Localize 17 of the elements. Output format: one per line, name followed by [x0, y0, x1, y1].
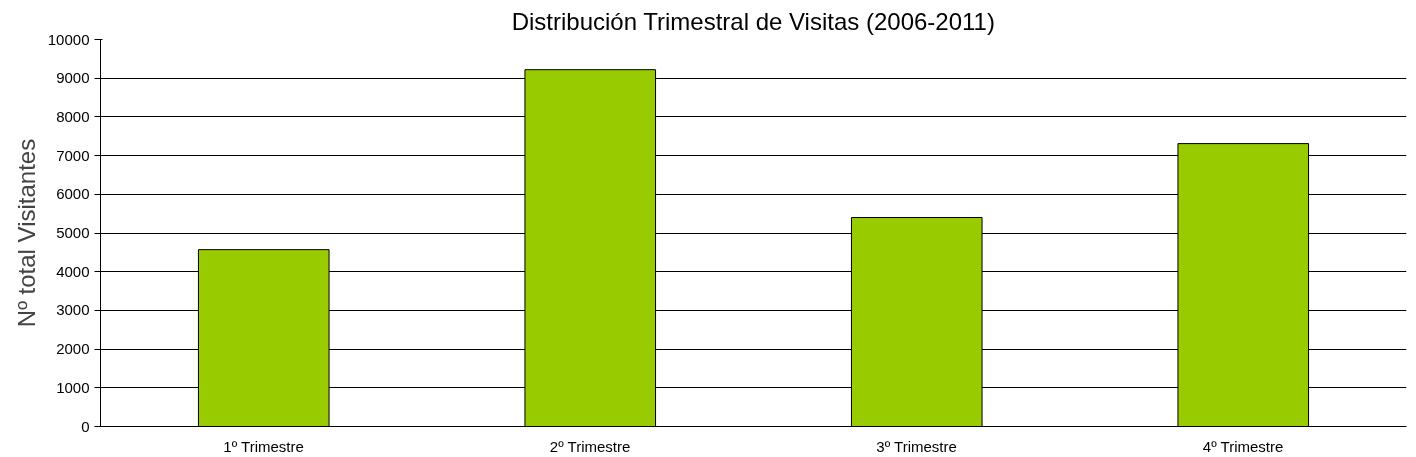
- y-tick-label: 0: [81, 417, 90, 435]
- x-tick-label: 4º Trimestre: [1202, 437, 1284, 455]
- y-tick-label: 4000: [56, 262, 90, 280]
- y-tick-label: 3000: [56, 301, 90, 319]
- y-tick-label: 7000: [56, 146, 90, 164]
- x-tick-label: 1º Trimestre: [223, 437, 304, 455]
- chart-title: Distribución Trimestral de Visitas (2006-2011): [511, 7, 995, 35]
- y-tick-label: 2000: [56, 340, 90, 358]
- y-tick-label: 6000: [56, 185, 90, 203]
- y-tick-label: 9000: [56, 69, 90, 87]
- y-tick-label: 8000: [56, 107, 90, 125]
- x-tick-label: 2º Trimestre: [549, 437, 631, 455]
- y-tick-label: 1000: [56, 378, 90, 396]
- y-tick-label: 5000: [56, 224, 90, 241]
- y-axis-title: Nº total Visitantes: [12, 138, 40, 328]
- x-tick-label: 3º Trimestre: [876, 437, 957, 455]
- y-tick-label: 10000: [47, 30, 90, 48]
